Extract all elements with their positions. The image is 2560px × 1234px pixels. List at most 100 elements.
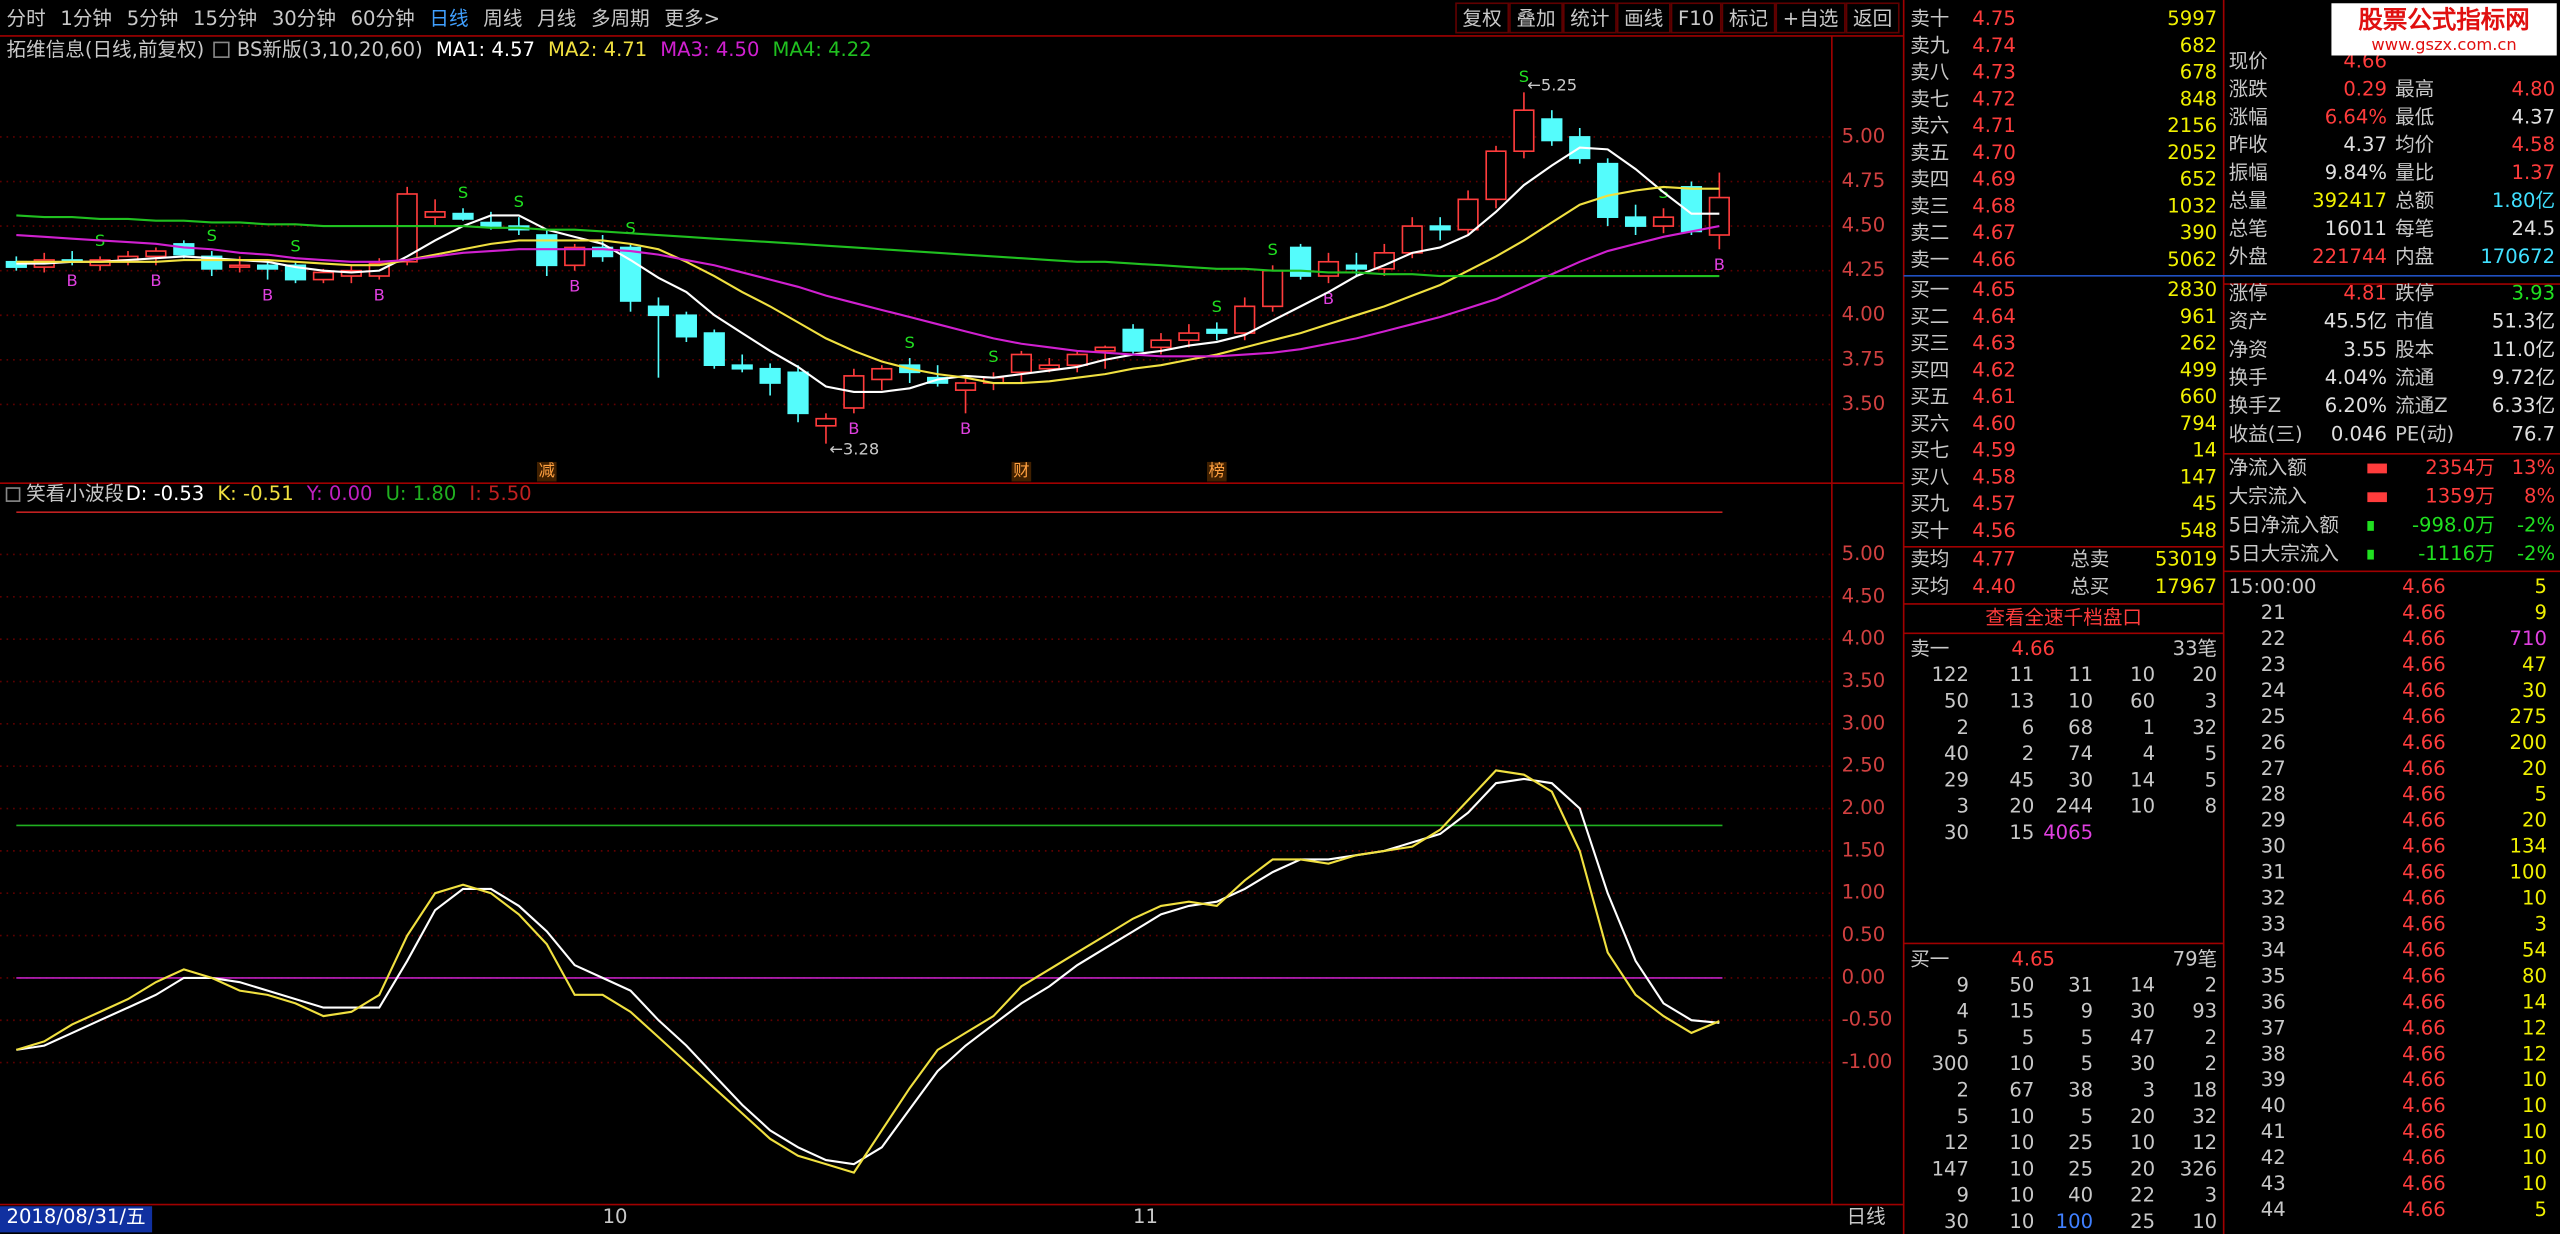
toolbar-button[interactable]: 统计 [1570, 7, 1609, 30]
toolbar-button[interactable]: 画线 [1624, 7, 1663, 30]
book-volume: 1032 [2167, 194, 2217, 217]
tick-time: 32 [2261, 887, 2286, 910]
period-tab[interactable]: 15分钟 [193, 7, 257, 30]
stat-value: 170672 [2480, 245, 2555, 268]
stat-label: 市值 [2395, 310, 2434, 333]
event-box [536, 461, 557, 482]
queue-cell: 5 [2205, 768, 2217, 791]
date-label: 11 [1133, 1205, 1158, 1228]
book-label: 买三 [1910, 332, 1949, 355]
tick-price: 4.66 [2402, 861, 2446, 884]
book-volume: 794 [2180, 412, 2217, 435]
queue-cell: 5 [2081, 1052, 2093, 1075]
signal-marker: S [290, 237, 300, 256]
button-frame [1775, 2, 1846, 34]
tick-price: 4.66 [2402, 575, 2446, 598]
candle-body [256, 264, 279, 270]
queue-cell: 244 [2056, 795, 2093, 818]
period-tab[interactable]: 分时 [7, 7, 46, 30]
book-label: 卖八 [1910, 61, 1950, 84]
signal-marker: B [960, 419, 971, 438]
stat-label: 资产 [2229, 310, 2268, 333]
book-label: 卖七 [1910, 87, 1949, 110]
queue-cell: 67 [2009, 1079, 2034, 1102]
toolbar-button[interactable]: 返回 [1853, 7, 1892, 30]
y-tick-label: 2.00 [1842, 796, 1886, 819]
book-price: 4.75 [1972, 7, 2016, 30]
watermark-url: www.gszx.com.cn [2371, 35, 2516, 54]
y-tick-label: 3.00 [1842, 711, 1886, 734]
queue-price: 4.66 [2011, 637, 2055, 660]
flow-label: 5日大宗流入 [2229, 542, 2339, 565]
toolbar-button[interactable]: 叠加 [1516, 7, 1555, 30]
queue-cell: 50 [1944, 690, 1969, 713]
toolbar-button[interactable]: +自选 [1783, 7, 1839, 30]
button-frame [1616, 2, 1671, 34]
signal-marker: B [848, 419, 859, 438]
queue-cell: 68 [2068, 716, 2093, 739]
stat-label: 总量 [2229, 189, 2268, 212]
period-tab[interactable]: 1分钟 [60, 7, 112, 30]
book-label: 卖四 [1910, 168, 1949, 191]
stat-label: 振幅 [2229, 161, 2268, 184]
candle-body [1429, 225, 1451, 231]
book-label: 卖五 [1910, 141, 1949, 164]
stat-value: 16011 [2325, 217, 2387, 240]
period-tab[interactable]: 5分钟 [127, 7, 179, 30]
candle-body [731, 364, 753, 370]
moving-average [16, 146, 1720, 393]
stat-label: 收益(三) [2229, 423, 2303, 446]
stat-value: 221744 [2312, 245, 2387, 268]
period-tab[interactable]: 多周期 [591, 7, 650, 30]
stat-label: 股本 [2395, 338, 2434, 361]
candle-body [229, 264, 251, 268]
tick-time: 35 [2261, 964, 2286, 987]
period-tab[interactable]: 月线 [537, 7, 576, 30]
indicator-name: BS新版(3,10,20,60) [237, 38, 423, 61]
book-label: 买均 [1910, 575, 1949, 598]
tick-volume: 200 [2510, 731, 2547, 754]
signal-marker: B [569, 276, 580, 295]
candle-body [480, 221, 502, 227]
watermark-box [2331, 3, 2557, 56]
stat-label: 现价 [2229, 50, 2268, 73]
toolbar-button[interactable]: 标记 [1729, 7, 1768, 30]
tick-time: 28 [2261, 783, 2286, 806]
toolbar-button[interactable]: F10 [1678, 7, 1714, 30]
queue-cell: 9 [1957, 1184, 1969, 1207]
book-price: 4.57 [1972, 492, 2016, 515]
book-volume: 17967 [2155, 575, 2217, 598]
book-price: 4.56 [1972, 519, 2016, 542]
book-volume: 5062 [2167, 248, 2217, 271]
period-tab[interactable]: 周线 [483, 7, 522, 30]
book-label: 卖二 [1910, 221, 1949, 244]
stat-value: 3.93 [2512, 281, 2556, 304]
queue-cell: 5 [1957, 1105, 1969, 1128]
book-volume: 660 [2180, 385, 2217, 408]
y-tick-label: 3.50 [1842, 392, 1886, 415]
book-volume: 53019 [2155, 547, 2217, 570]
book-volume: 2156 [2167, 114, 2217, 137]
queue-cell: 2 [2205, 973, 2217, 996]
y-tick-label: 5.00 [1842, 124, 1886, 147]
candle-body [787, 371, 809, 415]
tick-volume: 20 [2522, 757, 2547, 780]
period-tab[interactable]: 60分钟 [351, 7, 415, 30]
book-price: 4.40 [1972, 575, 2016, 598]
period-tab[interactable]: 更多> [664, 7, 720, 30]
toolbar-button[interactable]: 复权 [1463, 7, 1502, 30]
period-tab[interactable]: 30分钟 [272, 7, 336, 30]
tick-price: 4.66 [2402, 1172, 2446, 1195]
candle-body [1010, 353, 1032, 374]
queue-cell: 122 [1932, 663, 1969, 686]
tick-volume: 10 [2522, 1068, 2547, 1091]
candle-body [647, 305, 670, 317]
stat-value: 0.29 [2343, 77, 2387, 100]
event-marker: 榜 [1209, 461, 1225, 480]
full-depth-link[interactable]: 查看全速千档盘口 [1985, 606, 2142, 629]
candle-body [564, 246, 586, 267]
book-label: 卖三 [1910, 194, 1949, 217]
period-tab[interactable]: 日线 [429, 7, 468, 30]
stat-value: 4.81 [2343, 281, 2387, 304]
candle-body [703, 332, 725, 366]
